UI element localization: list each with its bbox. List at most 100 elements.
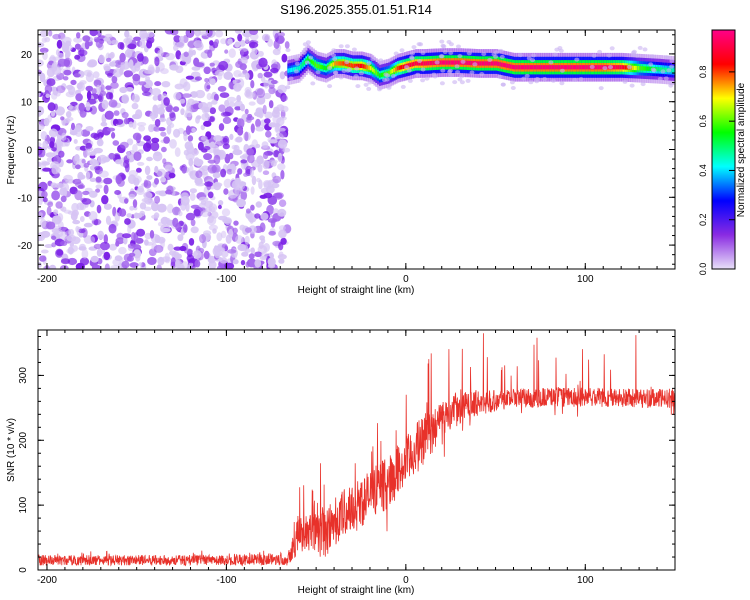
- noise-blob: [105, 85, 112, 90]
- noise-blob: [254, 259, 262, 268]
- noise-blob: [247, 154, 255, 164]
- noise-blob: [97, 95, 103, 101]
- track-cell: [357, 63, 360, 68]
- noise-blob: [148, 124, 155, 133]
- noise-blob: [200, 200, 207, 206]
- noise-blob: [189, 165, 194, 175]
- noise-blob: [174, 83, 185, 90]
- noise-blob: [157, 221, 164, 227]
- track-cell: [325, 66, 328, 71]
- noise-blob: [203, 120, 212, 127]
- noise-blob: [144, 199, 155, 205]
- noise-blob: [75, 93, 83, 102]
- track-cell: [447, 60, 450, 65]
- noise-blob: [126, 151, 131, 159]
- noise-blob: [163, 136, 171, 144]
- halo-blob: [534, 79, 540, 84]
- noise-blob: [154, 119, 161, 127]
- noise-blob: [185, 125, 191, 135]
- noise-blob: [223, 71, 233, 81]
- track-cell: [556, 65, 559, 70]
- track-cell: [416, 61, 419, 66]
- halo-blob: [285, 85, 291, 90]
- noise-blob: [136, 122, 147, 127]
- track-cell: [497, 61, 500, 66]
- noise-blob: [154, 177, 159, 185]
- halo-blob: [499, 54, 505, 59]
- track-cell: [481, 61, 484, 66]
- heatmap-y-tick-label: -10: [18, 193, 33, 204]
- snr-y-tick-label: 300: [18, 367, 29, 384]
- noise-blob: [100, 84, 105, 92]
- noise-blob: [208, 224, 218, 231]
- track-cell: [402, 64, 405, 69]
- noise-blob: [235, 235, 244, 244]
- noise-blob: [83, 148, 88, 158]
- noise-blob: [95, 188, 101, 193]
- halo-blob: [301, 50, 307, 55]
- noise-blob: [166, 203, 174, 214]
- noise-blob: [103, 177, 113, 185]
- noise-blob: [67, 257, 78, 266]
- noise-blob: [203, 146, 211, 151]
- noise-blob: [135, 237, 144, 244]
- noise-blob: [105, 215, 112, 225]
- noise-blob: [209, 107, 216, 115]
- noise-blob: [268, 100, 274, 109]
- noise-blob: [75, 164, 81, 170]
- noise-blob: [120, 61, 125, 72]
- track-cell: [671, 68, 674, 73]
- track-cell: [389, 69, 393, 75]
- halo-blob: [327, 66, 333, 70]
- track-cell: [554, 65, 558, 70]
- noise-blob: [246, 258, 257, 268]
- noise-blob: [131, 93, 140, 103]
- noise-blob: [40, 249, 49, 254]
- halo-blob: [606, 53, 612, 58]
- noise-blob: [209, 141, 216, 148]
- noise-blob: [72, 219, 81, 225]
- halo-blob: [378, 58, 384, 63]
- halo-blob: [344, 44, 350, 49]
- halo-blob: [526, 56, 532, 61]
- halo-blob: [597, 49, 603, 54]
- noise-blob: [80, 129, 91, 137]
- halo-blob: [439, 54, 445, 59]
- noise-blob: [173, 35, 181, 43]
- noise-blob: [133, 212, 139, 219]
- noise-blob: [265, 130, 272, 138]
- track-cell: [509, 64, 513, 69]
- track-cell: [513, 65, 516, 70]
- noise-blob: [160, 176, 167, 183]
- halo-blob: [457, 54, 463, 58]
- track-cell: [468, 60, 471, 66]
- noise-blob: [195, 170, 203, 178]
- noise-blob: [101, 156, 111, 163]
- track-cell: [657, 67, 660, 72]
- noise-blob: [73, 73, 81, 78]
- halo-blob: [332, 57, 338, 62]
- snr-series-line: [38, 333, 675, 567]
- halo-blob: [390, 73, 396, 78]
- track-cell: [409, 62, 412, 67]
- noise-blob: [47, 114, 52, 123]
- noise-blob: [248, 253, 255, 260]
- noise-blob: [222, 143, 230, 150]
- noise-blob: [257, 72, 263, 79]
- halo-blob: [404, 65, 410, 70]
- track-cell: [562, 65, 565, 70]
- track-cell: [393, 68, 396, 73]
- track-cell: [646, 66, 649, 71]
- noise-blob: [262, 151, 269, 160]
- halo-blob: [572, 77, 578, 82]
- halo-blob: [308, 55, 314, 60]
- noise-blob: [135, 109, 143, 119]
- noise-blob: [85, 126, 94, 132]
- halo-blob: [552, 52, 558, 57]
- halo-blob: [629, 83, 635, 88]
- track-cell: [536, 65, 540, 70]
- noise-blob: [193, 57, 200, 67]
- noise-blob: [232, 259, 239, 265]
- noise-blob: [277, 127, 286, 132]
- noise-blob: [258, 241, 264, 249]
